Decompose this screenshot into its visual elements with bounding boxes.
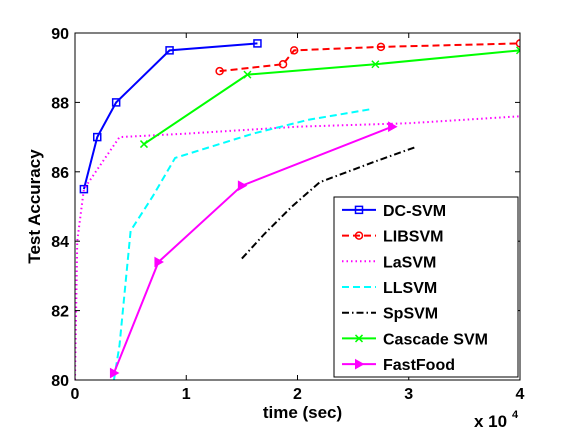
data-point — [376, 42, 386, 52]
legend-item: LaSVM — [342, 254, 436, 271]
legend-marker — [355, 358, 365, 370]
y-tick-label: 84 — [51, 234, 69, 251]
data-point — [289, 46, 299, 55]
data-point — [165, 46, 174, 55]
legend-label: SpSVM — [383, 306, 438, 323]
series-libsvm — [215, 39, 520, 76]
data-point — [215, 66, 224, 76]
series-dc-svm — [79, 39, 262, 194]
legend-marker — [354, 231, 364, 240]
legend-label: LIBSVM — [383, 229, 443, 246]
legend-label: FastFood — [383, 357, 455, 374]
x-axis-multiplier: x 10 — [474, 412, 507, 431]
legend-label: DC-SVM — [383, 203, 446, 220]
series-line — [143, 49, 520, 145]
y-tick-label: 82 — [51, 304, 69, 321]
data-point — [154, 256, 164, 268]
x-tick-label: 0 — [71, 386, 80, 403]
legend-item: SpSVM — [342, 306, 438, 323]
data-point — [388, 121, 398, 133]
data-point — [253, 39, 262, 48]
data-point — [371, 60, 380, 69]
data-point — [237, 180, 248, 192]
ticks-layer: 0 1 2 3 4 80 82 84 86 88 90 — [51, 26, 524, 403]
y-tick-label: 90 — [51, 26, 69, 43]
data-point — [79, 184, 89, 194]
series-line — [113, 125, 393, 374]
y-tick-label: 88 — [51, 95, 69, 112]
series-llsvm — [112, 108, 370, 380]
series-line — [241, 146, 415, 260]
x-tick-label: 3 — [404, 386, 413, 403]
legend-label: LLSVM — [383, 280, 437, 297]
data-point — [93, 132, 102, 142]
x-axis-multiplier-exponent: 4 — [512, 409, 519, 421]
series-cascade-svm — [139, 46, 520, 149]
legend-item: Cascade SVM — [342, 331, 488, 348]
data-point — [111, 98, 121, 107]
series-line — [82, 42, 258, 190]
series-layer — [75, 39, 520, 380]
series-fastfood — [109, 121, 398, 379]
series-spsvm — [241, 146, 415, 260]
data-point — [515, 46, 520, 55]
legend: DC-SVM LIBSVM LaSVM LLSVM SpSVM Cascade SVM Fa… — [333, 196, 519, 378]
x-tick-label: 4 — [516, 386, 525, 403]
y-tick-label: 80 — [51, 373, 69, 390]
series-line — [112, 108, 370, 380]
x-tick-label: 2 — [293, 386, 302, 403]
legend-label: Cascade SVM — [383, 331, 488, 348]
x-axis-label: time (sec) — [263, 403, 342, 422]
data-point — [139, 140, 149, 149]
legend-label: LaSVM — [383, 254, 436, 271]
x-tick-label: 1 — [182, 386, 191, 403]
legend-item: LLSVM — [342, 280, 437, 297]
data-point — [515, 39, 520, 48]
data-point — [243, 70, 252, 79]
data-point — [278, 59, 288, 69]
series-line — [219, 42, 520, 73]
y-tick-label: 86 — [51, 165, 69, 182]
data-point — [109, 367, 120, 379]
legend-item: DC-SVM — [342, 203, 446, 220]
legend-item: LIBSVM — [342, 229, 443, 246]
legend-marker — [354, 334, 364, 343]
legend-box — [333, 196, 519, 378]
legend-marker — [354, 205, 364, 215]
y-axis-label: Test Accuracy — [25, 149, 44, 264]
legend-item: FastFood — [342, 357, 455, 374]
